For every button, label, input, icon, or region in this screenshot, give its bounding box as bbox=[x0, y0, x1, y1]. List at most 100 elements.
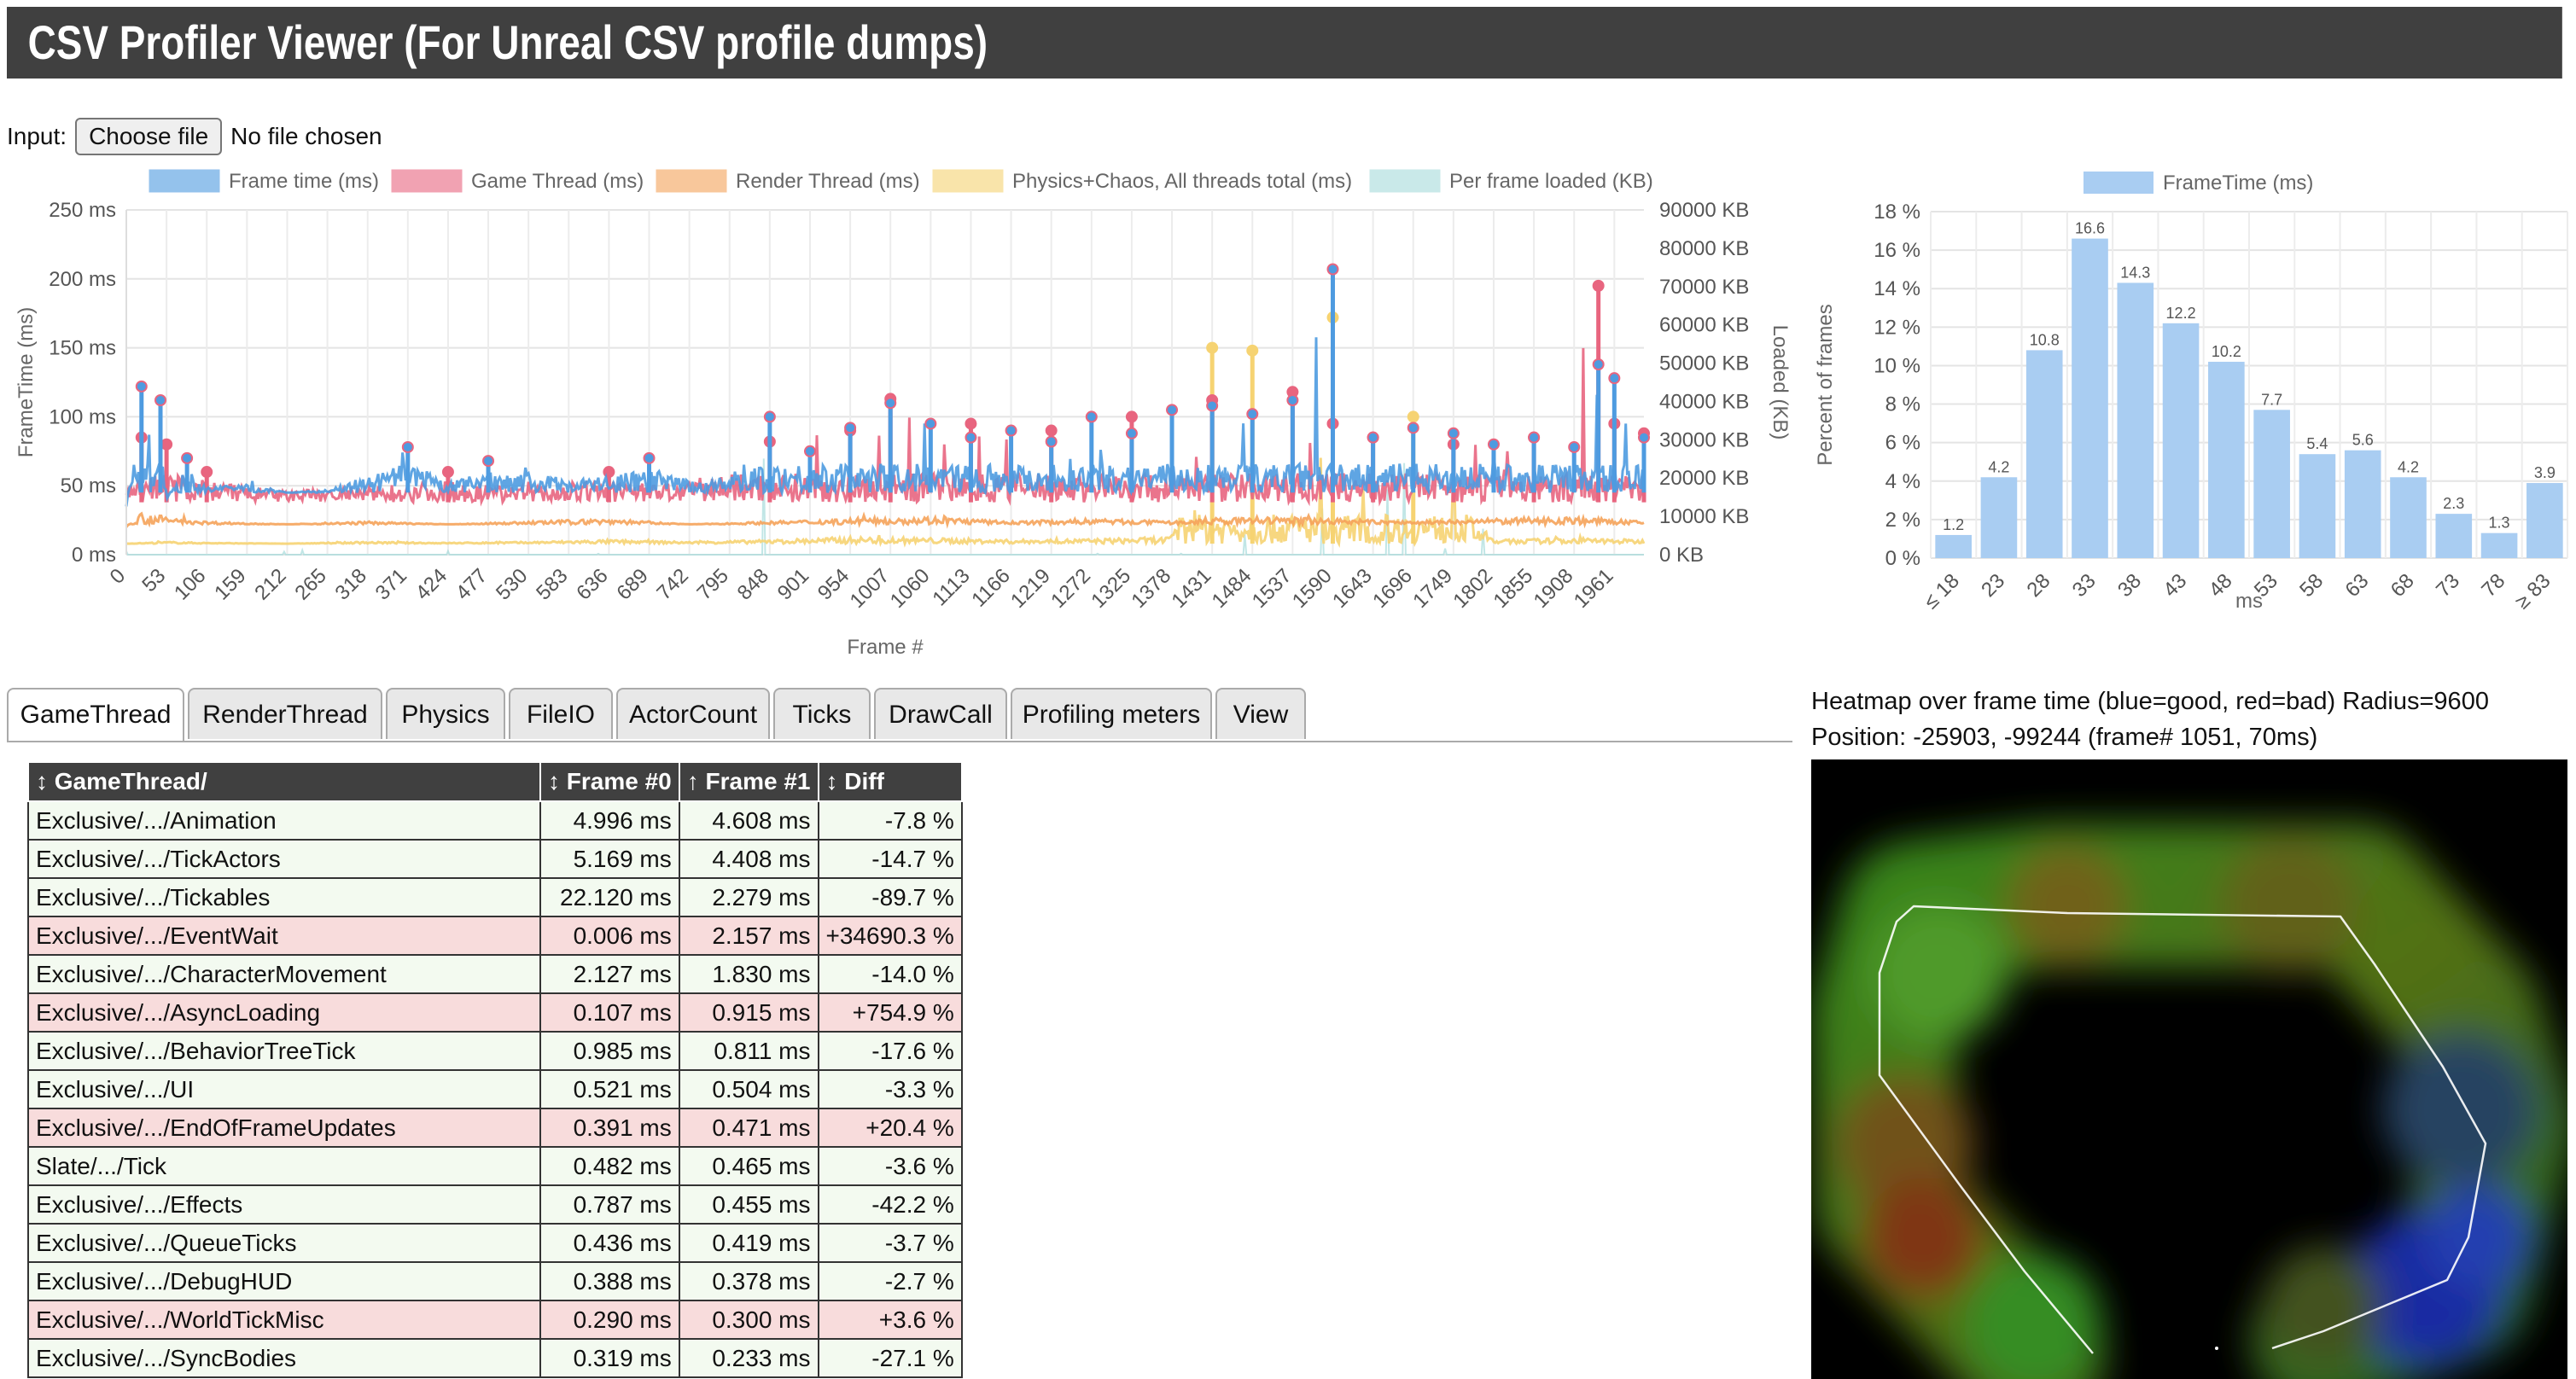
hist-bar[interactable] bbox=[2299, 454, 2336, 558]
x-tick-label: 1166 bbox=[967, 564, 1015, 612]
cell-f0: 0.388 ms bbox=[539, 1261, 680, 1301]
tab-actorcount[interactable]: ActorCount bbox=[616, 688, 770, 739]
table-row[interactable]: Exclusive/.../CharacterMovement 2.127 ms 1… bbox=[27, 954, 963, 994]
col-header-diff[interactable]: ↕ Diff bbox=[817, 761, 963, 802]
x-tick-label: 1378 bbox=[1127, 564, 1175, 613]
legend-item[interactable]: Frame time (ms) bbox=[149, 169, 379, 193]
hist-bar-value: 14.3 bbox=[2120, 264, 2150, 281]
data-point bbox=[1592, 279, 1605, 292]
hist-bar[interactable] bbox=[2526, 483, 2563, 558]
cell-f0: 22.120 ms bbox=[539, 877, 680, 917]
data-point bbox=[201, 466, 213, 479]
cell-name: Exclusive/.../Effects bbox=[27, 1184, 541, 1225]
data-point bbox=[135, 380, 148, 393]
tab-drawcall[interactable]: DrawCall bbox=[874, 688, 1007, 739]
table-row[interactable]: Exclusive/.../BehaviorTreeTick 0.985 ms 0.… bbox=[27, 1031, 963, 1071]
table-row[interactable]: Exclusive/.../AsyncLoading 0.107 ms 0.915 … bbox=[27, 992, 963, 1033]
data-point bbox=[965, 417, 977, 430]
cell-name: Exclusive/.../WorldTickMisc bbox=[27, 1300, 541, 1340]
hist-bar[interactable] bbox=[2344, 450, 2381, 558]
hist-bar[interactable] bbox=[2480, 532, 2518, 558]
legend-item[interactable]: Physics+Chaos, All threads total (ms) bbox=[932, 169, 1352, 193]
hist-bar[interactable] bbox=[2117, 282, 2154, 558]
hist-bar-value: 5.6 bbox=[2352, 432, 2374, 449]
hist-x-tick-label: 73 bbox=[2432, 569, 2464, 602]
hist-bar-value: 4.2 bbox=[1988, 458, 2009, 475]
hist-x-tick-label: 48 bbox=[2205, 569, 2237, 602]
frame-time-chart[interactable]: Frame time (ms) Game Thread (ms) Render Th… bbox=[0, 160, 1801, 672]
table-row[interactable]: Exclusive/.../QueueTicks 0.436 ms 0.419 ms… bbox=[27, 1223, 963, 1263]
hist-bar[interactable] bbox=[2390, 477, 2427, 558]
data-point bbox=[1206, 399, 1219, 412]
table-row[interactable]: Exclusive/.../UI 0.521 ms 0.504 ms -3.3 % bbox=[27, 1069, 963, 1109]
cell-name: Exclusive/.../Tickables bbox=[27, 877, 541, 917]
hist-y-tick-label: 18 % bbox=[1874, 201, 1920, 224]
data-point bbox=[1407, 410, 1419, 423]
x-tick-label: 1961 bbox=[1570, 564, 1618, 613]
hist-bar[interactable] bbox=[1935, 534, 1972, 558]
tab-fileio[interactable]: FileIO bbox=[509, 688, 613, 739]
col-header-frame0[interactable]: ↕ Frame #0 bbox=[539, 761, 680, 802]
hist-legend-label: FrameTime (ms) bbox=[2163, 172, 2313, 195]
x-tick-label: 424 bbox=[411, 564, 452, 604]
y2-tick-label: 40000 KB bbox=[1659, 390, 1749, 413]
table-row[interactable]: Exclusive/.../Tickables 22.120 ms 2.279 ms… bbox=[27, 877, 963, 917]
hist-bar-value: 1.3 bbox=[2489, 515, 2510, 532]
table-row[interactable]: Exclusive/.../Animation 4.996 ms 4.608 ms -… bbox=[27, 800, 963, 841]
hist-x-tick-label: 28 bbox=[2022, 569, 2054, 602]
table-row[interactable]: Exclusive/.../SyncBodies 0.319 ms 0.233 ms… bbox=[27, 1338, 963, 1378]
hist-bar[interactable] bbox=[2025, 350, 2063, 558]
tab-gamethread[interactable]: GameThread bbox=[7, 688, 184, 741]
cell-name: Exclusive/.../EndOfFrameUpdates bbox=[27, 1108, 541, 1148]
series-0 bbox=[125, 263, 1650, 507]
table-row[interactable]: Exclusive/.../EventWait 0.006 ms 2.157 ms +… bbox=[27, 916, 963, 956]
tab-renderthread[interactable]: RenderThread bbox=[188, 688, 382, 739]
table-row[interactable]: Exclusive/.../DebugHUD 0.388 ms 0.378 ms -2… bbox=[27, 1261, 963, 1301]
data-point bbox=[1166, 404, 1179, 416]
choose-file-button[interactable]: Choose file bbox=[75, 118, 223, 155]
legend-item[interactable]: Game Thread (ms) bbox=[391, 169, 644, 193]
hist-bar[interactable] bbox=[2072, 238, 2108, 558]
legend-swatch bbox=[149, 169, 220, 193]
hist-bar[interactable] bbox=[1980, 477, 2018, 558]
cell-f0: 0.985 ms bbox=[539, 1031, 680, 1071]
heatmap-canvas[interactable] bbox=[1811, 759, 2567, 1379]
x-tick-label: 1855 bbox=[1489, 564, 1537, 613]
cell-name: Exclusive/.../AsyncLoading bbox=[27, 992, 541, 1033]
table-row[interactable]: Exclusive/.../TickActors 5.169 ms 4.408 ms… bbox=[27, 839, 963, 879]
heatmap-view[interactable] bbox=[1811, 759, 2567, 1379]
tab-ticks[interactable]: Ticks bbox=[773, 688, 871, 739]
legend-item[interactable]: Render Thread (ms) bbox=[656, 169, 920, 193]
tab-view[interactable]: View bbox=[1215, 688, 1306, 739]
stats-table: ↕ GameThread/ ↕ Frame #0 ↑ Frame #1 ↕ Di… bbox=[27, 761, 963, 1378]
hist-legend[interactable]: FrameTime (ms) bbox=[2084, 172, 2313, 195]
table-row[interactable]: Exclusive/.../WorldTickMisc 0.290 ms 0.300… bbox=[27, 1300, 963, 1340]
col-header-frame1[interactable]: ↑ Frame #1 bbox=[678, 761, 819, 802]
table-row[interactable]: Exclusive/.../EndOfFrameUpdates 0.391 ms 0… bbox=[27, 1108, 963, 1148]
tab-profiling-meters[interactable]: Profiling meters bbox=[1011, 688, 1212, 739]
hist-y-tick-label: 4 % bbox=[1885, 470, 1920, 493]
hist-bar[interactable] bbox=[2253, 410, 2290, 558]
table-row[interactable]: Slate/.../Tick 0.482 ms 0.465 ms -3.6 % bbox=[27, 1146, 963, 1186]
frame-time-histogram[interactable]: FrameTime (ms) 18 % 16 % 14 % 12 % 10 % 8 % 6 %… bbox=[1801, 160, 2576, 672]
hist-y-tick-label: 2 % bbox=[1885, 509, 1920, 532]
cell-f0: 2.127 ms bbox=[539, 954, 680, 994]
legend-label: Per frame loaded (KB) bbox=[1449, 170, 1653, 193]
cell-diff: +34690.3 % bbox=[817, 916, 963, 956]
hist-y-tick-label: 6 % bbox=[1885, 432, 1920, 455]
cell-f0: 0.006 ms bbox=[539, 916, 680, 956]
cell-f0: 5.169 ms bbox=[539, 839, 680, 879]
cell-name: Slate/.../Tick bbox=[27, 1146, 541, 1186]
cell-diff: +20.4 % bbox=[817, 1108, 963, 1148]
x-tick-label: 1537 bbox=[1248, 564, 1297, 613]
hist-bar[interactable] bbox=[2435, 514, 2473, 558]
col-header-name[interactable]: ↕ GameThread/ bbox=[27, 761, 541, 802]
legend-item[interactable]: Per frame loaded (KB) bbox=[1369, 169, 1653, 193]
hist-bar[interactable] bbox=[2162, 323, 2200, 558]
hist-bar[interactable] bbox=[2208, 361, 2245, 558]
table-row[interactable]: Exclusive/.../Effects 0.787 ms 0.455 ms -42… bbox=[27, 1184, 963, 1225]
cell-f1: 0.471 ms bbox=[678, 1108, 819, 1148]
x-tick-label: 1325 bbox=[1087, 564, 1135, 613]
tab-physics[interactable]: Physics bbox=[386, 688, 505, 739]
hist-y-tick-label: 14 % bbox=[1874, 277, 1920, 300]
